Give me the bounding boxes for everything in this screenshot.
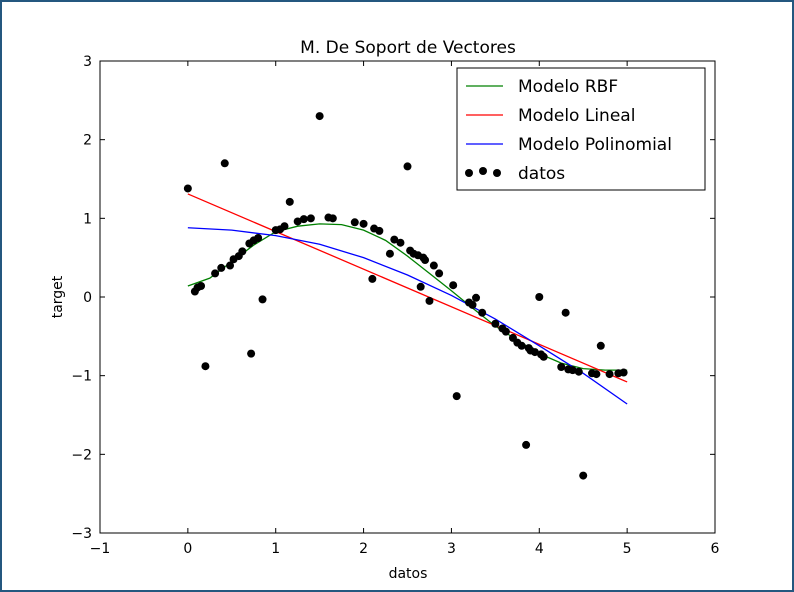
data-point	[568, 366, 577, 375]
data-point	[605, 370, 614, 379]
data-point	[491, 319, 500, 328]
data-point	[315, 112, 324, 121]
data-point	[452, 392, 461, 401]
data-point	[579, 471, 588, 480]
data-point	[285, 197, 294, 206]
y-tick-label: 1	[83, 211, 92, 227]
legend-swatch-datos	[493, 169, 501, 177]
data-point	[211, 269, 220, 278]
data-point	[557, 363, 566, 372]
data-point	[468, 300, 477, 309]
data-point	[299, 215, 308, 224]
x-tick-label: −1	[90, 541, 111, 557]
y-axis-label: target	[50, 275, 66, 318]
data-point	[238, 247, 247, 256]
data-point	[390, 235, 399, 244]
data-point	[530, 348, 539, 357]
data-point	[197, 281, 206, 290]
data-point	[368, 274, 377, 283]
x-tick-label: 0	[183, 541, 192, 557]
data-point	[421, 256, 430, 265]
data-point	[561, 308, 570, 317]
series-line-modelo-polinomial	[187, 227, 628, 405]
data-point	[592, 370, 601, 379]
x-axis-label: datos	[389, 566, 428, 582]
data-point	[385, 249, 394, 258]
legend-swatch-datos	[465, 169, 473, 177]
data-point	[247, 349, 256, 358]
data-point	[258, 295, 267, 304]
legend-label-datos: datos	[518, 164, 565, 184]
data-point	[416, 282, 425, 291]
data-point	[429, 261, 438, 270]
legend: Modelo RBF Modelo Lineal Modelo Polinomial…	[456, 67, 706, 191]
data-point	[217, 263, 226, 272]
data-point	[375, 226, 384, 235]
data-point	[517, 341, 526, 350]
y-tick-label: −1	[71, 369, 92, 385]
data-point	[306, 214, 315, 223]
data-point	[522, 440, 531, 449]
data-point	[472, 293, 481, 302]
x-tick-label: 3	[447, 541, 456, 557]
data-point	[201, 362, 210, 371]
data-point	[435, 269, 444, 278]
x-tick-label: 5	[623, 541, 632, 557]
y-tick-label: 2	[83, 133, 92, 149]
data-point	[328, 214, 337, 223]
data-point	[449, 281, 458, 290]
data-point	[226, 261, 235, 270]
data-point	[403, 162, 412, 171]
data-point	[596, 341, 605, 350]
data-point	[220, 159, 229, 168]
data-point	[539, 352, 548, 361]
legend-label-modelo-lineal: Modelo Lineal	[518, 106, 635, 126]
x-tick-label: 1	[271, 541, 280, 557]
y-tick-label: −2	[71, 447, 92, 463]
y-tick-label: 0	[83, 290, 92, 306]
data-point	[254, 234, 263, 242]
series-line-modelo-lineal	[187, 193, 628, 383]
data-point	[478, 308, 487, 317]
data-point	[501, 327, 510, 336]
data-point	[359, 219, 368, 228]
data-point	[425, 296, 434, 305]
data-point	[574, 367, 583, 376]
legend-label-modelo-rbf: Modelo RBF	[518, 77, 618, 97]
x-tick-label: 2	[359, 541, 368, 557]
data-point	[619, 368, 628, 377]
data-point	[396, 238, 405, 247]
y-tick-label: −3	[71, 526, 92, 542]
data-point	[535, 293, 544, 301]
x-tick-label: 6	[711, 541, 720, 557]
legend-label-modelo-polinomial: Modelo Polinomial	[518, 135, 672, 155]
y-tick-label: 3	[83, 54, 92, 70]
data-point	[280, 222, 289, 231]
data-point	[350, 218, 359, 227]
x-tick-label: 4	[535, 541, 544, 557]
data-point	[293, 217, 302, 226]
chart-title: M. De Soport de Vectores	[300, 38, 516, 58]
legend-swatch-datos	[479, 167, 487, 175]
data-point	[183, 184, 192, 193]
